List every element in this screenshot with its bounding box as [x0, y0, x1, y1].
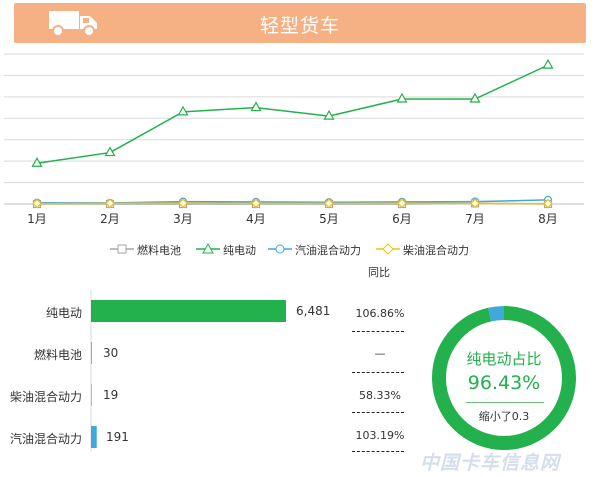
legend-diesel-hybrid-label: 柴油混合动力 — [403, 244, 469, 257]
yoy-diesel-hybrid: 58.33% — [359, 389, 401, 402]
line-legend: 燃料电池 纯电动 汽油混合动力 柴油混合动力 — [0, 242, 600, 258]
data-point — [543, 198, 553, 209]
donut-slice — [432, 306, 576, 450]
data-point — [178, 198, 188, 208]
data-point — [32, 198, 42, 209]
bar — [91, 342, 92, 364]
bar-value-diesel-hybrid: 19 — [103, 388, 119, 402]
x-tick-label: 4月 — [246, 212, 266, 226]
page-title: 轻型货车 — [259, 15, 340, 37]
donut-divider — [466, 402, 544, 403]
data-point — [105, 198, 115, 209]
watermark: 中国卡车信息网 — [420, 452, 561, 474]
bar-label-bev: 纯电动 — [45, 306, 82, 320]
bar-label-gas-hybrid: 汽油混合动力 — [9, 432, 82, 446]
bar-label-diesel-hybrid: 柴油混合动力 — [9, 390, 82, 404]
yoy-divider — [352, 451, 404, 452]
data-point — [177, 105, 189, 116]
x-tick-label: 8月 — [538, 212, 558, 226]
x-tick-label: 7月 — [465, 212, 485, 226]
bar-chart — [90, 290, 286, 452]
x-tick-label: 3月 — [173, 212, 193, 226]
data-point — [469, 92, 481, 103]
yoy-header: 同比 — [368, 266, 390, 279]
series-line — [36, 64, 549, 165]
yoy-bev: 106.86% — [355, 307, 405, 320]
line-chart: 1月 2月 3月 4月 5月 6月 7月 8月 — [4, 53, 584, 226]
legend-gas-hybrid-label: 汽油混合动力 — [295, 244, 361, 257]
data-point — [323, 109, 335, 120]
donut-title: 纯电动占比 — [466, 350, 542, 368]
x-tick-label: 2月 — [100, 212, 120, 226]
bar-label-fuel-cell: 燃料电池 — [33, 348, 82, 362]
yoy-gas-hybrid: 103.19% — [355, 429, 405, 442]
bar-value-gas-hybrid: 191 — [106, 430, 129, 444]
donut-percentage: 96.43% — [467, 372, 541, 394]
yoy-divider — [352, 331, 404, 332]
truck-icon — [49, 11, 97, 37]
x-tick-label: 6月 — [392, 212, 412, 226]
legend-fuel-cell-label: 燃料电池 — [137, 244, 181, 257]
donut-chart — [432, 306, 576, 450]
yoy-divider — [352, 372, 404, 373]
data-point — [104, 146, 116, 157]
bar — [91, 300, 286, 322]
bar — [91, 426, 97, 448]
bar — [91, 384, 92, 406]
data-point — [542, 58, 554, 69]
page-header: 轻型货车 — [14, 3, 586, 43]
data-point — [250, 101, 262, 112]
data-point — [324, 198, 334, 209]
data-point — [470, 198, 480, 209]
donut-note: 缩小了0.3 — [478, 410, 530, 423]
x-tick-label: 1月 — [27, 212, 47, 226]
data-point — [397, 198, 407, 208]
yoy-divider — [352, 412, 404, 413]
bar-value-fuel-cell: 30 — [103, 346, 119, 360]
legend-bev-label: 纯电动 — [223, 244, 256, 257]
bar-value-bev: 6,481 — [296, 304, 331, 318]
x-tick-label: 5月 — [319, 212, 339, 226]
data-point — [31, 157, 43, 167]
data-point — [396, 92, 408, 103]
data-point — [251, 198, 261, 209]
yoy-fuel-cell: — — [374, 347, 386, 360]
